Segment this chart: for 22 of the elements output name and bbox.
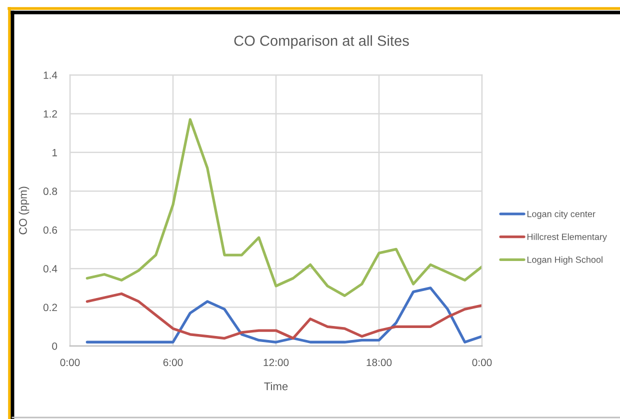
y-tick-label: 1 bbox=[52, 149, 57, 156]
y-tick-label: 0.2 bbox=[43, 304, 57, 312]
x-tick-label: 6:00 bbox=[163, 358, 183, 366]
legend-label: Logan city center bbox=[527, 210, 596, 219]
line-series bbox=[86, 118, 482, 297]
line-series bbox=[86, 292, 482, 340]
x-tick-label: 0:00 bbox=[60, 358, 80, 366]
x-tick-label: 0:00 bbox=[472, 358, 492, 366]
line-series bbox=[86, 286, 482, 344]
x-axis-title: Time bbox=[264, 382, 288, 390]
chart-title: CO Comparison at all Sites bbox=[234, 35, 409, 49]
y-tick-label: 0.4 bbox=[43, 265, 58, 272]
legend-label: Logan High School bbox=[527, 256, 602, 265]
y-tick-label: 0.8 bbox=[43, 188, 58, 196]
y-tick-label: 0.6 bbox=[43, 226, 58, 234]
y-tick-label: 1.4 bbox=[44, 72, 58, 79]
x-tick-label: 18:00 bbox=[366, 358, 392, 366]
x-tick-label: 12:00 bbox=[264, 358, 289, 366]
y-tick-label: 0 bbox=[52, 342, 58, 350]
legend-label: Hillcrest Elementary bbox=[527, 233, 607, 242]
y-tick-label: 1.2 bbox=[44, 110, 57, 118]
y-axis-title: CO (ppm) bbox=[18, 186, 30, 234]
